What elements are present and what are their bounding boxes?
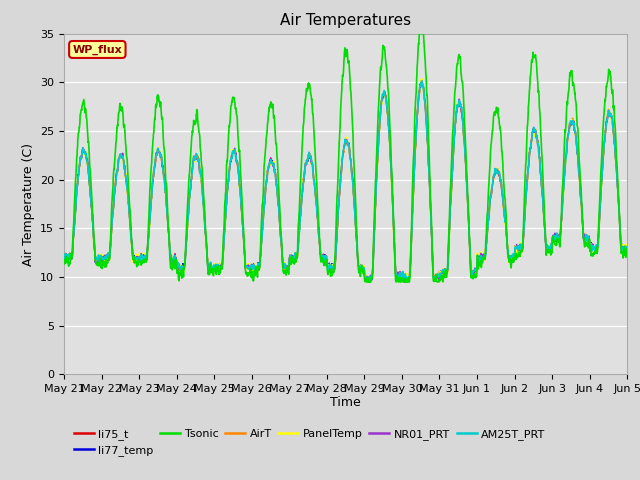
Text: WP_flux: WP_flux xyxy=(72,44,122,55)
Legend: li75_t, li77_temp, Tsonic, AirT, PanelTemp, NR01_PRT, AM25T_PRT: li75_t, li77_temp, Tsonic, AirT, PanelTe… xyxy=(70,424,550,460)
Title: Air Temperatures: Air Temperatures xyxy=(280,13,411,28)
Y-axis label: Air Temperature (C): Air Temperature (C) xyxy=(22,143,35,265)
X-axis label: Time: Time xyxy=(330,396,361,408)
